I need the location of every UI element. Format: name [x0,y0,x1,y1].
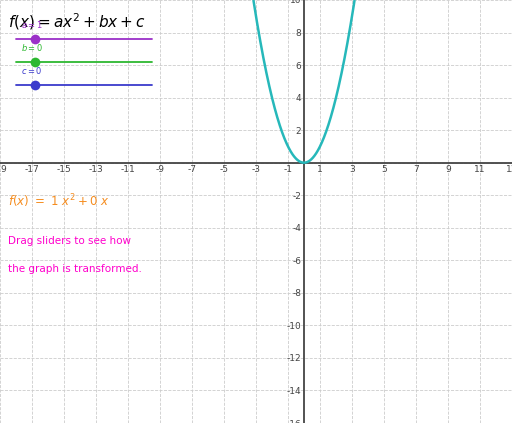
Text: $f(x) = ax^2 + bx + c$: $f(x) = ax^2 + bx + c$ [8,11,146,32]
Text: $c = 0$: $c = 0$ [21,65,42,76]
Text: $a = 1$: $a = 1$ [21,19,42,30]
Text: the graph is transformed.: the graph is transformed. [8,264,142,274]
Text: $b = 0$: $b = 0$ [21,42,43,53]
Text: Drag sliders to see how: Drag sliders to see how [8,236,131,246]
Text: $f(x) \ = \ 1 \ x^2 + 0 \ x$: $f(x) \ = \ 1 \ x^2 + 0 \ x$ [8,192,110,209]
